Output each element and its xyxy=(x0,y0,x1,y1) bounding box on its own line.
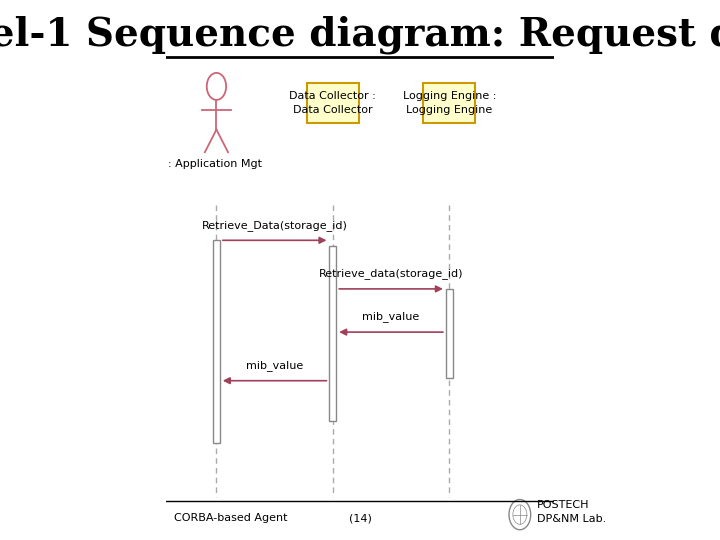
Text: POSTECH
DP&NM Lab.: POSTECH DP&NM Lab. xyxy=(536,501,606,523)
Bar xyxy=(423,83,475,123)
Text: mib_value: mib_value xyxy=(362,312,420,322)
Text: mib_value: mib_value xyxy=(246,360,303,371)
Text: Retrieve_Data(storage_id): Retrieve_Data(storage_id) xyxy=(202,220,348,231)
Bar xyxy=(329,246,336,421)
Text: Retrieve_data(storage_id): Retrieve_data(storage_id) xyxy=(319,268,463,279)
Text: : Application Mgt: : Application Mgt xyxy=(168,159,261,170)
Text: Level-1 Sequence diagram: Request data: Level-1 Sequence diagram: Request data xyxy=(0,16,720,55)
Text: CORBA-based Agent: CORBA-based Agent xyxy=(174,514,287,523)
Text: (14): (14) xyxy=(348,514,372,523)
Bar xyxy=(307,83,359,123)
Text: Data Collector :
Data Collector: Data Collector : Data Collector xyxy=(289,91,377,115)
Bar xyxy=(446,289,453,378)
Text: Logging Engine :
Logging Engine: Logging Engine : Logging Engine xyxy=(402,91,496,115)
Bar xyxy=(213,240,220,443)
